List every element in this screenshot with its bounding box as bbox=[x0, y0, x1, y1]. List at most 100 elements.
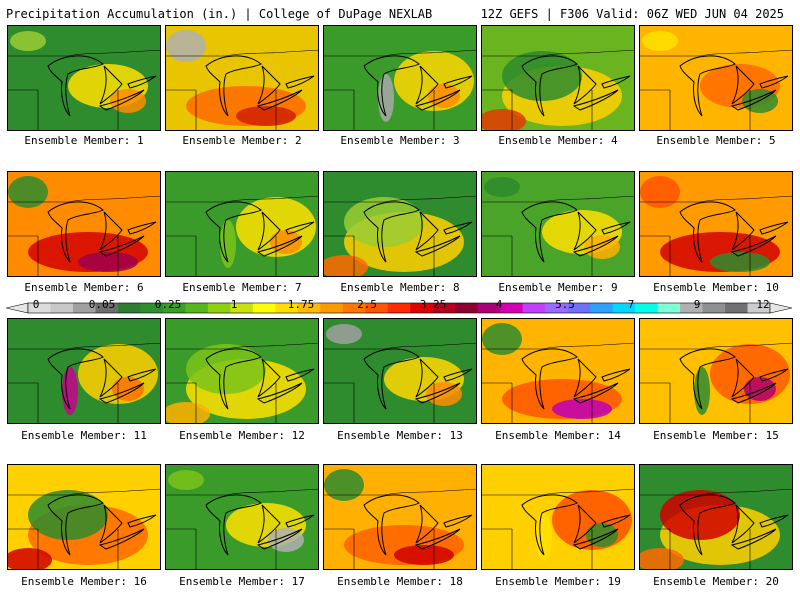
ensemble-member-label: Ensemble Member: 13 bbox=[337, 429, 463, 442]
lake-outlines bbox=[679, 201, 789, 263]
precip-blob bbox=[484, 177, 520, 197]
precip-map bbox=[324, 319, 476, 423]
ensemble-member-label: Ensemble Member: 8 bbox=[340, 281, 460, 294]
state-borders bbox=[640, 49, 792, 130]
ensemble-member-label: Ensemble Member: 11 bbox=[21, 429, 147, 442]
precip-map bbox=[8, 26, 160, 130]
lake-outlines bbox=[521, 494, 631, 556]
precip-map bbox=[166, 319, 318, 423]
colorbar-swatch bbox=[50, 303, 74, 313]
colorbar-swatch bbox=[612, 303, 636, 313]
colorbar-swatch bbox=[28, 303, 51, 313]
precip-blob bbox=[642, 31, 678, 51]
precip-blob bbox=[324, 469, 364, 501]
precip-map bbox=[640, 319, 792, 423]
colorbar-swatch bbox=[387, 303, 411, 313]
precip-map-panel bbox=[639, 464, 793, 570]
colorbar-tick-label: 5.5 bbox=[555, 298, 575, 311]
precip-blob bbox=[112, 377, 144, 401]
state-borders bbox=[166, 195, 318, 276]
colorbar-swatch bbox=[185, 303, 209, 313]
lake-outlines bbox=[521, 348, 631, 410]
precip-blob bbox=[168, 470, 204, 490]
precip-blob bbox=[552, 399, 612, 419]
lake-outlines bbox=[363, 348, 473, 410]
colorbar-swatch bbox=[410, 303, 434, 313]
colorbar-swatch bbox=[140, 303, 164, 313]
colorbar-swatch bbox=[567, 303, 591, 313]
precip-map-panel bbox=[165, 318, 319, 424]
lake-outlines bbox=[205, 494, 315, 556]
precip-blob bbox=[326, 324, 362, 344]
colorbar-swatch bbox=[500, 303, 524, 313]
ensemble-member-label: Ensemble Member: 3 bbox=[340, 134, 460, 147]
precip-map-panel bbox=[481, 318, 635, 424]
colorbar-swatch bbox=[365, 303, 389, 313]
lake-outlines bbox=[521, 55, 631, 117]
state-borders bbox=[166, 488, 318, 569]
precip-blob bbox=[394, 545, 454, 565]
precip-blob bbox=[482, 109, 526, 130]
ensemble-member-label: Ensemble Member: 9 bbox=[498, 281, 618, 294]
colorbar-swatch bbox=[725, 303, 749, 313]
precip-map-panel bbox=[481, 171, 635, 277]
colorbar-tick-label: 7 bbox=[627, 298, 635, 311]
precip-map bbox=[482, 172, 634, 276]
colorbar-swatch bbox=[230, 303, 254, 313]
ensemble-member-label: Ensemble Member: 12 bbox=[179, 429, 305, 442]
state-borders bbox=[8, 49, 160, 130]
lake-outlines bbox=[521, 201, 631, 263]
precip-map-panel bbox=[7, 464, 161, 570]
precip-blob bbox=[482, 323, 522, 355]
ensemble-member-label: Ensemble Member: 17 bbox=[179, 575, 305, 588]
precip-blob bbox=[8, 548, 52, 569]
lake-outlines bbox=[679, 494, 789, 556]
colorbar-tick-label: 0.25 bbox=[154, 298, 182, 311]
precip-blob bbox=[10, 31, 46, 51]
ensemble-member-label: Ensemble Member: 7 bbox=[182, 281, 302, 294]
colorbar-swatch bbox=[747, 303, 771, 313]
ensemble-member-label: Ensemble Member: 20 bbox=[653, 575, 779, 588]
precip-map-panel bbox=[323, 25, 477, 131]
state-borders bbox=[482, 195, 634, 276]
ensemble-member-label: Ensemble Member: 19 bbox=[495, 575, 621, 588]
colorbar-tick-label: 1.75 bbox=[287, 298, 315, 311]
precip-map-panel bbox=[7, 25, 161, 131]
precip-map-panel bbox=[323, 318, 477, 424]
precip-blob bbox=[502, 51, 582, 101]
state-borders bbox=[640, 488, 792, 569]
precip-map bbox=[8, 172, 160, 276]
colorbar-tick-label: 3.25 bbox=[419, 298, 447, 311]
precip-map bbox=[640, 465, 792, 569]
lake-outlines bbox=[205, 348, 315, 410]
lake-outlines bbox=[205, 55, 315, 117]
header-run-info: 12Z GEFS | F306 Valid: 06Z WED JUN 04 20… bbox=[480, 7, 784, 21]
ensemble-member-label: Ensemble Member: 6 bbox=[24, 281, 144, 294]
state-borders bbox=[324, 342, 476, 423]
precip-map bbox=[324, 26, 476, 130]
colorbar bbox=[6, 302, 792, 314]
state-borders bbox=[324, 49, 476, 130]
precip-blob bbox=[660, 490, 740, 540]
state-borders bbox=[640, 342, 792, 423]
colorbar-swatch bbox=[545, 303, 569, 313]
lake-outlines bbox=[363, 494, 473, 556]
state-borders bbox=[8, 488, 160, 569]
precip-map bbox=[166, 465, 318, 569]
state-borders bbox=[8, 342, 160, 423]
precip-map-panel bbox=[7, 318, 161, 424]
precip-blob bbox=[428, 84, 460, 108]
colorbar-swatch bbox=[320, 303, 344, 313]
colorbar-swatch bbox=[680, 303, 704, 313]
colorbar-swatch bbox=[252, 303, 276, 313]
lake-outlines bbox=[47, 201, 157, 263]
precip-map bbox=[640, 26, 792, 130]
ensemble-member-label: Ensemble Member: 2 bbox=[182, 134, 302, 147]
colorbar-tick-label: 0 bbox=[32, 298, 40, 311]
colorbar-swatch bbox=[342, 303, 366, 313]
ensemble-member-label: Ensemble Member: 1 bbox=[24, 134, 144, 147]
lake-outlines bbox=[47, 55, 157, 117]
precip-blob bbox=[586, 523, 618, 547]
precip-map-panel bbox=[165, 25, 319, 131]
state-borders bbox=[324, 195, 476, 276]
